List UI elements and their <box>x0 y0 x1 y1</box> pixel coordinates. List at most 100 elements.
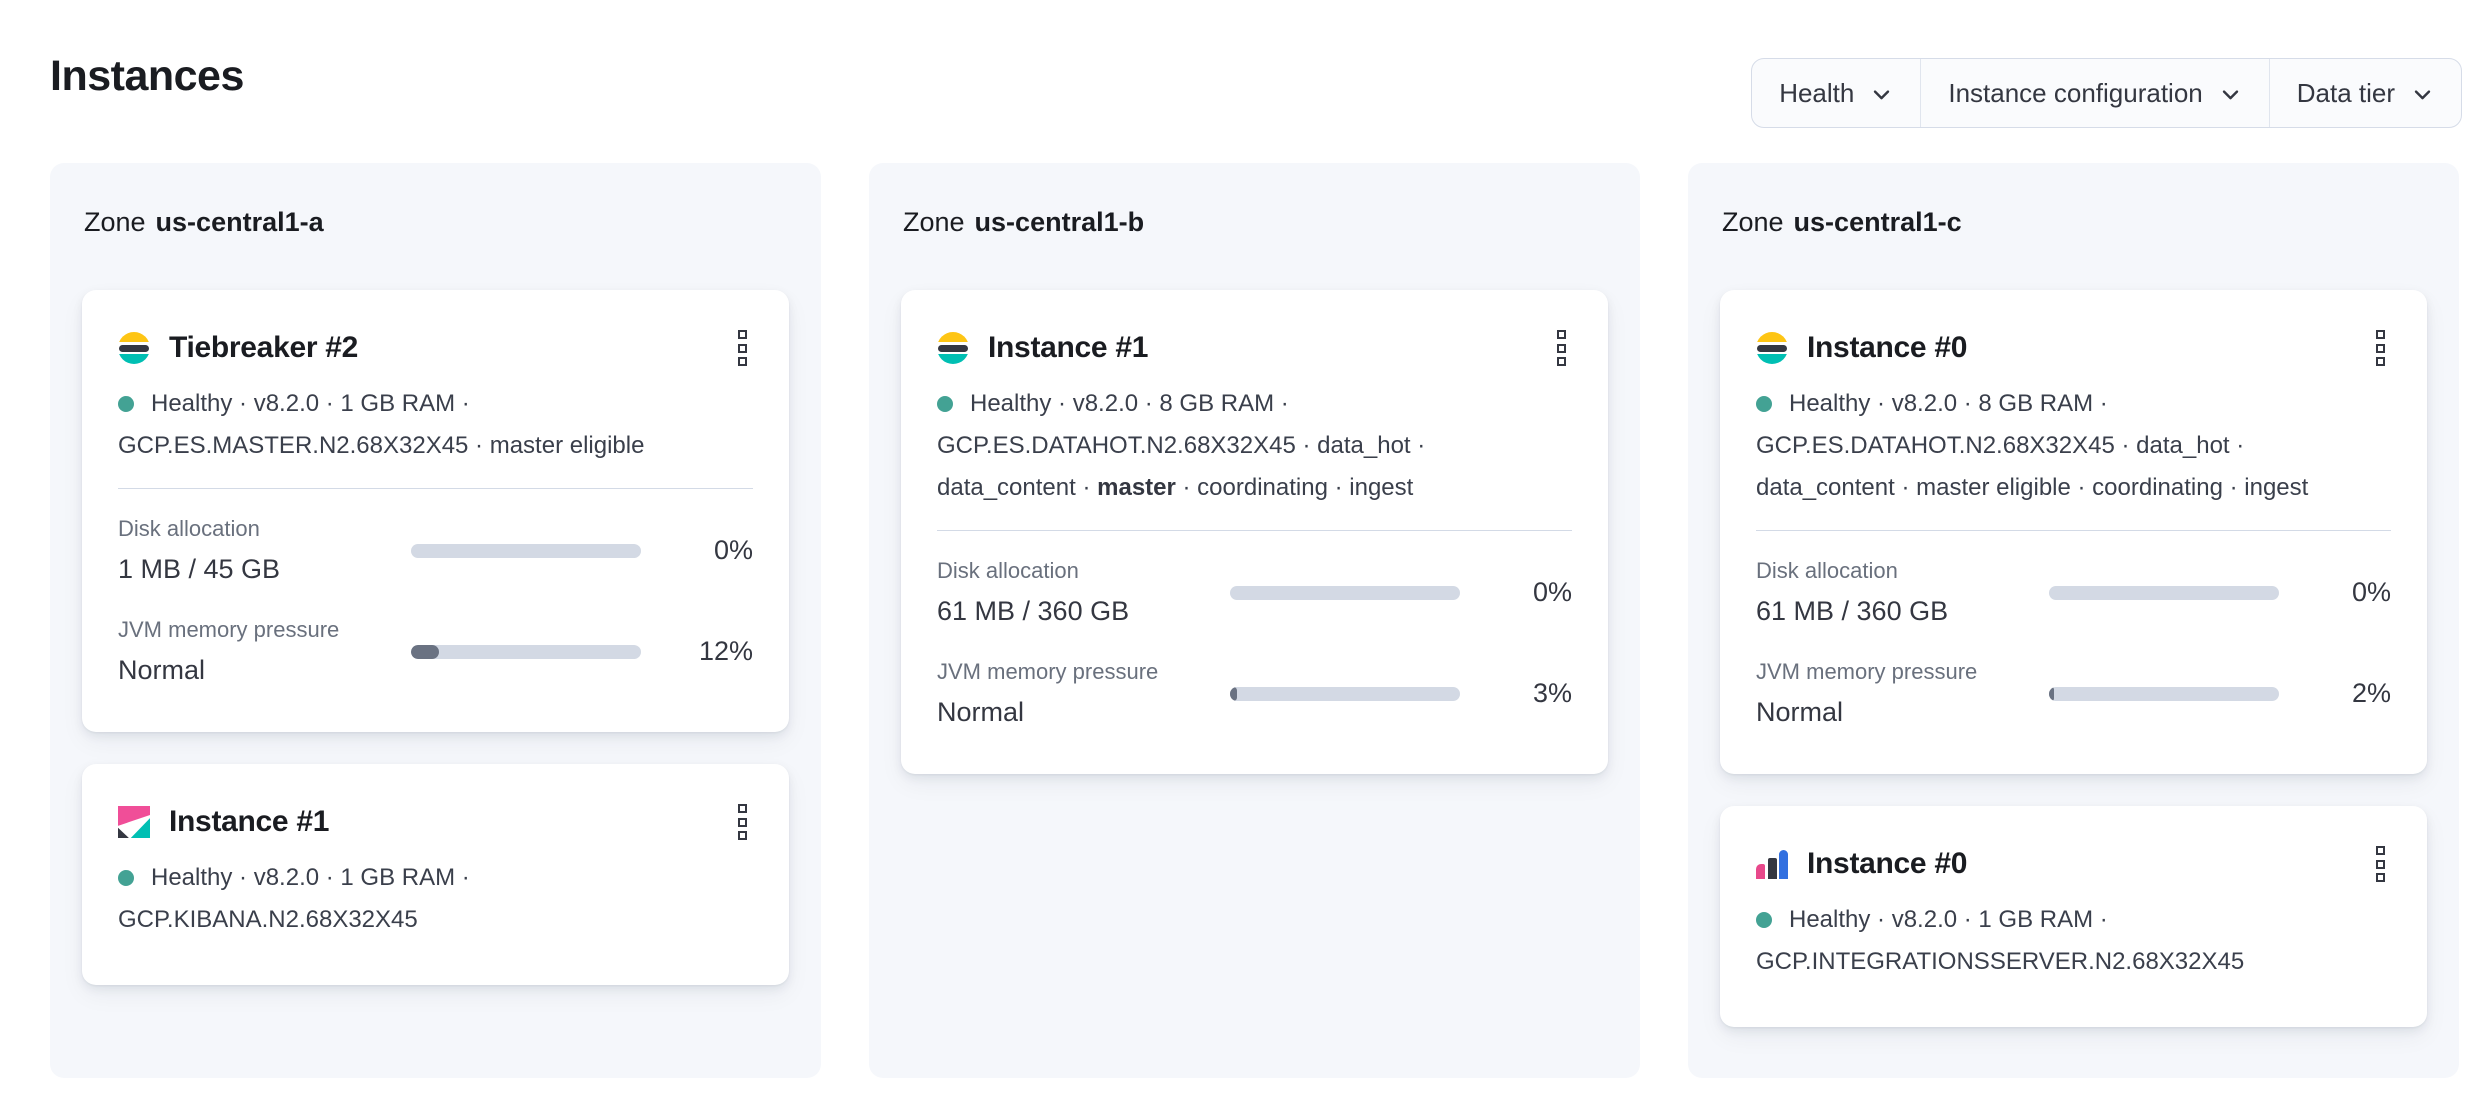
instance-title: Instance #0 <box>1807 847 1968 880</box>
zone-label-prefix: Zone <box>1722 207 1784 237</box>
divider <box>118 488 753 489</box>
metric-percent: 3% <box>1532 678 1572 708</box>
boxes-vertical-icon <box>738 330 747 366</box>
config-text: GCP.ES.DATAHOT.N2.68X32X45 · data_hot · <box>1756 432 2245 459</box>
card-header: Instance #1 <box>937 328 1572 368</box>
progress-bar <box>411 543 641 558</box>
zone-label-prefix: Zone <box>903 207 965 237</box>
zone-label: Zone us-central1-b <box>903 207 1608 238</box>
zone-name: us-central1-b <box>974 207 1145 237</box>
instance-meta: Healthy · v8.2.0 · 8 GB RAM · GCP.ES.DAT… <box>1756 383 2391 509</box>
metric-label: JVM memory pressure <box>118 617 340 642</box>
health-dot-icon <box>1756 396 1772 412</box>
divider <box>937 530 1572 531</box>
instance-card-kibana-1: Instance #1 Healthy · v8.2.0 · 1 GB RAM … <box>82 764 789 985</box>
elasticsearch-logo <box>118 332 150 364</box>
progress-bar <box>411 644 641 659</box>
metric-value: 1 MB / 45 GB <box>118 554 281 584</box>
metric-value: Normal <box>1756 697 1844 727</box>
metrics: Disk allocation 61 MB / 360 GB 0% JVM me… <box>937 556 1572 730</box>
instance-actions-button[interactable] <box>2370 328 2391 368</box>
jvm-memory-pressure-metric: JVM memory pressure Normal 2% <box>1756 657 2391 730</box>
metrics: Disk allocation 61 MB / 360 GB 0% JVM me… <box>1756 556 2391 730</box>
progress-bar <box>2049 686 2279 701</box>
chevron-down-icon <box>2222 89 2238 99</box>
instance-card-es-0: Instance #0 Healthy · v8.2.0 · 8 GB RAM … <box>1720 290 2427 774</box>
zone-name: us-central1-c <box>1793 207 1962 237</box>
chevron-down-icon <box>1874 89 1890 99</box>
instance-meta: Healthy · v8.2.0 · 8 GB RAM · GCP.ES.DAT… <box>937 383 1572 509</box>
zone-panel-us-central1-c: Zone us-central1-c Instance #0 Healthy · … <box>1688 163 2459 1078</box>
instance-meta: Healthy · v8.2.0 · 1 GB RAM · GCP.ES.MAS… <box>118 383 753 467</box>
instance-card-tiebreaker-2: Tiebreaker #2 Healthy · v8.2.0 · 1 GB RA… <box>82 290 789 732</box>
metric-label: Disk allocation <box>118 516 260 541</box>
health-dot-icon <box>118 870 134 886</box>
boxes-vertical-icon <box>1557 330 1566 366</box>
jvm-memory-pressure-metric: JVM memory pressure Normal 3% <box>937 657 1572 730</box>
roles-text: data_content · master eligible · coordin… <box>1756 474 2309 501</box>
disk-allocation-metric: Disk allocation 61 MB / 360 GB 0% <box>937 556 1572 629</box>
elasticsearch-logo <box>937 332 969 364</box>
instance-title: Instance #0 <box>1807 331 1968 364</box>
instance-meta: Healthy · v8.2.0 · 1 GB RAM · GCP.KIBANA… <box>118 857 753 941</box>
card-header: Instance #1 <box>118 802 753 842</box>
instance-title: Tiebreaker #2 <box>169 331 359 364</box>
filter-group: Health Instance configuration Data tier <box>1751 58 2462 128</box>
divider <box>1756 530 2391 531</box>
boxes-vertical-icon <box>2376 846 2385 882</box>
metric-label: JVM memory pressure <box>937 659 1159 684</box>
instance-actions-button[interactable] <box>2370 844 2391 884</box>
boxes-vertical-icon <box>2376 330 2385 366</box>
health-dot-icon <box>937 396 953 412</box>
config-text: GCP.ES.MASTER.N2.68X32X45 · master eligi… <box>118 432 645 459</box>
roles-text: data_content · master · coordinating · i… <box>937 474 1414 501</box>
progress-bar <box>1230 585 1460 600</box>
instance-meta: Healthy · v8.2.0 · 1 GB RAM · GCP.INTEGR… <box>1756 899 2391 983</box>
metrics: Disk allocation 1 MB / 45 GB 0% JVM memo… <box>118 514 753 688</box>
metric-value: 61 MB / 360 GB <box>937 596 1130 626</box>
jvm-memory-pressure-metric: JVM memory pressure Normal 12% <box>118 615 753 688</box>
instance-title: Instance #1 <box>169 805 330 838</box>
integrations-server-logo <box>1756 848 1788 880</box>
metric-value: Normal <box>118 655 206 685</box>
page-title: Instances <box>50 52 244 100</box>
zone-panel-us-central1-b: Zone us-central1-b Instance #1 Healthy · … <box>869 163 1640 1078</box>
health-dot-icon <box>1756 912 1772 928</box>
health-dot-icon <box>118 396 134 412</box>
boxes-vertical-icon <box>738 804 747 840</box>
metric-percent: 12% <box>698 636 753 666</box>
instance-actions-button[interactable] <box>732 802 753 842</box>
config-text: GCP.INTEGRATIONSSERVER.N2.68X32X45 <box>1756 948 2245 975</box>
config-text: GCP.KIBANA.N2.68X32X45 <box>118 906 418 933</box>
instance-card-es-1: Instance #1 Healthy · v8.2.0 · 8 GB RAM … <box>901 290 1608 774</box>
zone-label-prefix: Zone <box>84 207 146 237</box>
status-text: Healthy · v8.2.0 · 8 GB RAM · <box>1789 390 2108 417</box>
metric-percent: 0% <box>713 535 753 565</box>
instance-actions-button[interactable] <box>732 328 753 368</box>
disk-allocation-metric: Disk allocation 1 MB / 45 GB 0% <box>118 514 753 587</box>
card-header: Tiebreaker #2 <box>118 328 753 368</box>
filter-health-label: Health <box>1779 77 1855 108</box>
card-header: Instance #0 <box>1756 328 2391 368</box>
metric-percent: 0% <box>1532 577 1572 607</box>
filter-health[interactable]: Health <box>1752 59 1920 127</box>
metric-value: 61 MB / 360 GB <box>1756 596 1949 626</box>
card-header: Instance #0 <box>1756 844 2391 884</box>
filter-instance-configuration[interactable]: Instance configuration <box>1920 59 2268 127</box>
instance-actions-button[interactable] <box>1551 328 1572 368</box>
metric-percent: 0% <box>2351 577 2391 607</box>
instance-card-integrations-0: Instance #0 Healthy · v8.2.0 · 1 GB RAM … <box>1720 806 2427 1027</box>
chevron-down-icon <box>2414 89 2431 99</box>
metric-percent: 2% <box>2351 678 2391 708</box>
zone-label: Zone us-central1-a <box>84 207 789 238</box>
progress-bar <box>1230 686 1460 701</box>
status-text: Healthy · v8.2.0 · 1 GB RAM · <box>151 390 470 417</box>
filter-data-tier[interactable]: Data tier <box>2268 59 2461 127</box>
metric-label: Disk allocation <box>1756 558 1898 583</box>
filter-data-tier-label: Data tier <box>2296 77 2395 108</box>
status-text: Healthy · v8.2.0 · 1 GB RAM · <box>1789 906 2108 933</box>
filter-instance-configuration-label: Instance configuration <box>1948 77 2203 108</box>
config-text: GCP.ES.DATAHOT.N2.68X32X45 · data_hot · <box>937 432 1426 459</box>
status-text: Healthy · v8.2.0 · 1 GB RAM · <box>151 864 470 891</box>
